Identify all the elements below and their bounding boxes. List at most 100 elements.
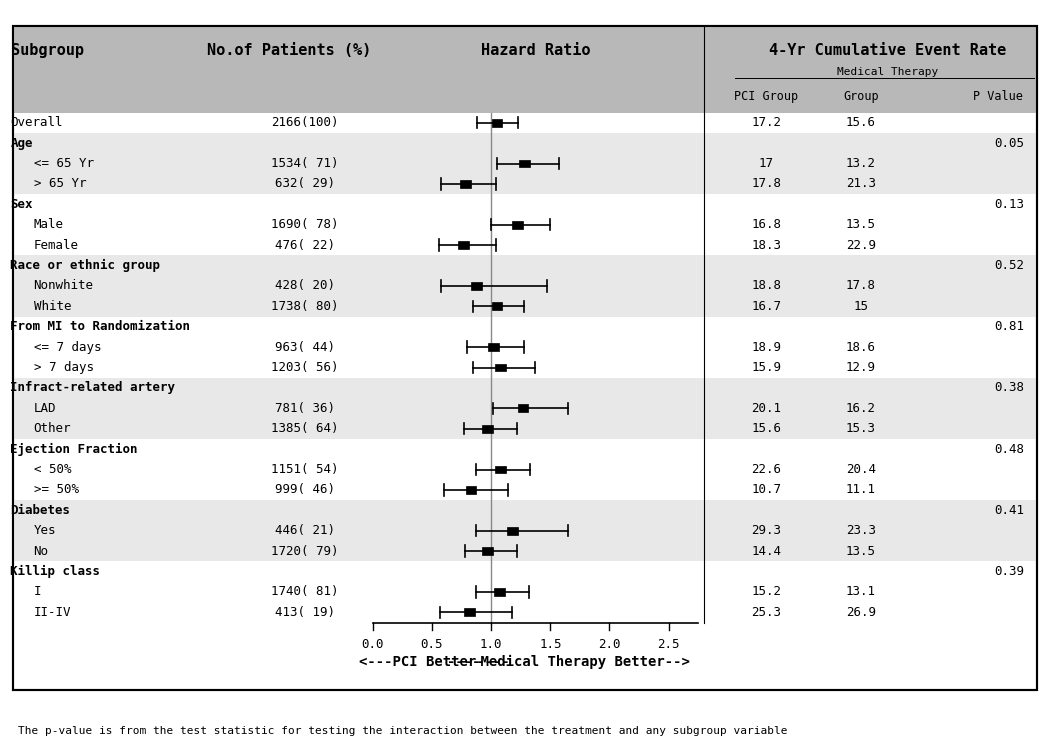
Bar (488, 344, 499, 351)
Bar (507, 526, 518, 535)
Text: 0.81: 0.81 (993, 320, 1024, 333)
Bar (496, 364, 506, 371)
Bar (13, 26, 1037, 112)
Text: 18.8: 18.8 (752, 280, 781, 292)
Text: Group: Group (843, 91, 879, 104)
Text: 999( 46): 999( 46) (274, 484, 335, 496)
Text: 0.38: 0.38 (993, 382, 1024, 394)
Text: 20.4: 20.4 (846, 463, 876, 476)
Bar (519, 160, 529, 167)
Bar (13, 419, 1037, 439)
Text: 22.9: 22.9 (846, 238, 876, 251)
Text: 16.8: 16.8 (752, 218, 781, 231)
Text: < 50%: < 50% (34, 463, 71, 476)
Text: 13.1: 13.1 (846, 586, 876, 598)
Text: 23.3: 23.3 (846, 524, 876, 537)
Bar (482, 548, 494, 555)
Text: Overall: Overall (10, 116, 63, 129)
Bar (13, 398, 1037, 418)
Text: ----Medical Therapy Better-->: ----Medical Therapy Better--> (446, 655, 690, 668)
Text: 476( 22): 476( 22) (274, 238, 335, 251)
Text: Killip class: Killip class (10, 565, 101, 578)
Bar (491, 118, 503, 127)
Text: 13.2: 13.2 (846, 157, 876, 170)
Text: 15.3: 15.3 (846, 422, 876, 435)
Text: 15.6: 15.6 (846, 116, 876, 129)
Text: 1385( 64): 1385( 64) (271, 422, 338, 435)
Bar (13, 133, 1037, 153)
Text: PCI Group: PCI Group (734, 91, 799, 104)
Text: 13.5: 13.5 (846, 544, 876, 557)
Text: 1534( 71): 1534( 71) (271, 157, 338, 170)
Text: 26.9: 26.9 (846, 606, 876, 619)
Text: 781( 36): 781( 36) (274, 402, 335, 415)
Text: Ejection Fraction: Ejection Fraction (10, 442, 138, 456)
Bar (13, 26, 1037, 690)
Text: 2.0: 2.0 (598, 638, 621, 650)
Bar (464, 608, 476, 616)
Bar (13, 296, 1037, 316)
Text: Male: Male (34, 218, 64, 231)
Text: 16.7: 16.7 (752, 300, 781, 313)
Text: > 65 Yr: > 65 Yr (34, 178, 86, 190)
Text: 16.2: 16.2 (846, 402, 876, 415)
Text: 0.13: 0.13 (993, 198, 1024, 211)
Text: 15.2: 15.2 (752, 586, 781, 598)
Text: 1.5: 1.5 (539, 638, 562, 650)
Text: 0.05: 0.05 (993, 136, 1024, 149)
Text: 18.6: 18.6 (846, 340, 876, 353)
Text: Subgroup: Subgroup (10, 43, 84, 58)
Text: 1151( 54): 1151( 54) (271, 463, 338, 476)
Text: 1740( 81): 1740( 81) (271, 586, 338, 598)
Text: 17.2: 17.2 (752, 116, 781, 129)
Bar (13, 520, 1037, 541)
Text: II-IV: II-IV (34, 606, 71, 619)
Text: 22.6: 22.6 (752, 463, 781, 476)
Text: Medical Therapy: Medical Therapy (837, 67, 938, 77)
Text: Infract-related artery: Infract-related artery (10, 382, 175, 394)
Text: 29.3: 29.3 (752, 524, 781, 537)
Text: 963( 44): 963( 44) (274, 340, 335, 353)
Text: 0.5: 0.5 (421, 638, 443, 650)
Bar (511, 220, 523, 229)
Text: 1690( 78): 1690( 78) (271, 218, 338, 231)
Text: 1203( 56): 1203( 56) (271, 361, 338, 374)
Text: Yes: Yes (34, 524, 56, 537)
Text: Sex: Sex (10, 198, 33, 211)
Text: 20.1: 20.1 (752, 402, 781, 415)
Bar (13, 541, 1037, 561)
Text: The p-value is from the test statistic for testing the interaction between the t: The p-value is from the test statistic f… (18, 727, 788, 736)
Text: 15.6: 15.6 (752, 422, 781, 435)
Text: 18.3: 18.3 (752, 238, 781, 251)
Text: >= 50%: >= 50% (34, 484, 79, 496)
Text: 1720( 79): 1720( 79) (271, 544, 338, 557)
Text: 12.9: 12.9 (846, 361, 876, 374)
Text: 0.52: 0.52 (993, 259, 1024, 272)
Bar (471, 282, 482, 290)
Text: 4-Yr Cumulative Event Rate: 4-Yr Cumulative Event Rate (769, 43, 1006, 58)
Text: I: I (34, 586, 41, 598)
Text: <---PCI Better----: <---PCI Better---- (359, 655, 509, 668)
Text: Other: Other (34, 422, 71, 435)
Text: 17.8: 17.8 (752, 178, 781, 190)
Text: White: White (34, 300, 71, 313)
Text: 1738( 80): 1738( 80) (271, 300, 338, 313)
Text: No: No (34, 544, 48, 557)
Text: Age: Age (10, 136, 33, 149)
Text: 14.4: 14.4 (752, 544, 781, 557)
Bar (494, 588, 505, 596)
Text: Race or ethnic group: Race or ethnic group (10, 259, 161, 272)
Text: Female: Female (34, 238, 79, 251)
Text: P Value: P Value (972, 91, 1023, 104)
Text: 0.39: 0.39 (993, 565, 1024, 578)
Bar (459, 242, 469, 249)
Bar (518, 404, 528, 412)
Bar (13, 378, 1037, 398)
Text: 18.9: 18.9 (752, 340, 781, 353)
Bar (13, 174, 1037, 194)
Text: 428( 20): 428( 20) (274, 280, 335, 292)
Text: 0.48: 0.48 (993, 442, 1024, 455)
Bar (491, 302, 503, 310)
Bar (460, 180, 470, 188)
Bar (496, 466, 506, 473)
